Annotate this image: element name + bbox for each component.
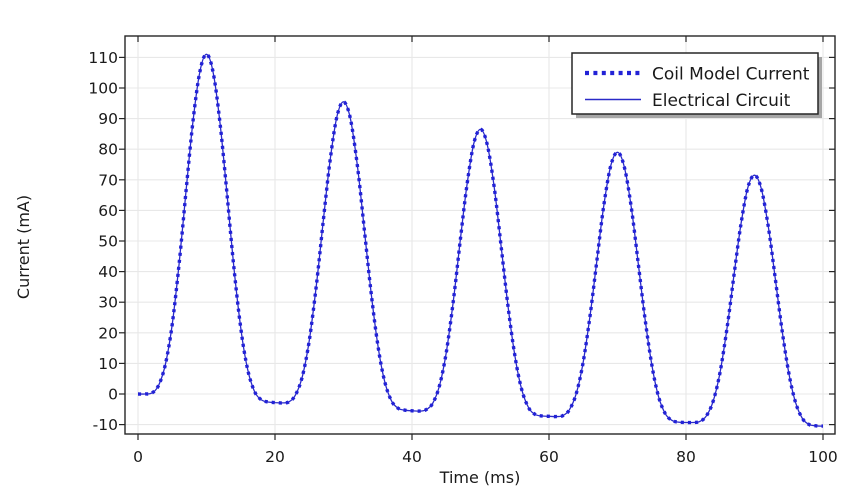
x-axis-title: Time (ms) — [439, 468, 521, 487]
x-tick-label: 80 — [676, 448, 696, 466]
y-tick-label: 60 — [98, 202, 118, 220]
x-tick-label: 20 — [265, 448, 285, 466]
series-coil-model-current-line — [137, 52, 824, 428]
x-tick-label: 0 — [133, 448, 143, 466]
y-tick-label: -10 — [93, 416, 118, 434]
y-tick-label: 110 — [88, 49, 118, 67]
y-tick-label: 30 — [98, 294, 118, 312]
y-tick-label: 90 — [98, 110, 118, 128]
y-tick-label: 10 — [98, 355, 118, 373]
y-axis-title: Current (mA) — [14, 195, 33, 299]
legend-label-coil-model-current: Coil Model Current — [652, 65, 810, 85]
legend-item-coil-model-current: Coil Model Current — [585, 65, 810, 85]
legend-label-electrical-circuit: Electrical Circuit — [652, 91, 791, 111]
y-tick-label: 100 — [88, 80, 118, 98]
legend: Coil Model Current Electrical Circuit — [571, 52, 822, 118]
axis-tick-labels: 0 20 40 60 80 100 -10 0 10 20 30 40 50 60 70 80 90 100 110 — [88, 49, 837, 466]
data-curves — [137, 52, 824, 428]
x-tick-label: 100 — [808, 448, 838, 466]
plot-area-border — [124, 35, 836, 435]
y-tick-label: 50 — [98, 233, 118, 251]
axis-ticks — [119, 36, 835, 440]
legend-box — [571, 52, 819, 115]
y-tick-label: 20 — [98, 324, 118, 342]
gridlines — [125, 36, 835, 434]
y-tick-label: 40 — [98, 263, 118, 281]
legend-item-electrical-circuit: Electrical Circuit — [585, 91, 791, 111]
x-tick-label: 60 — [539, 448, 559, 466]
y-tick-label: 80 — [98, 141, 118, 159]
x-tick-label: 40 — [402, 448, 422, 466]
y-tick-label: 0 — [108, 386, 118, 404]
y-tick-label: 70 — [98, 171, 118, 189]
